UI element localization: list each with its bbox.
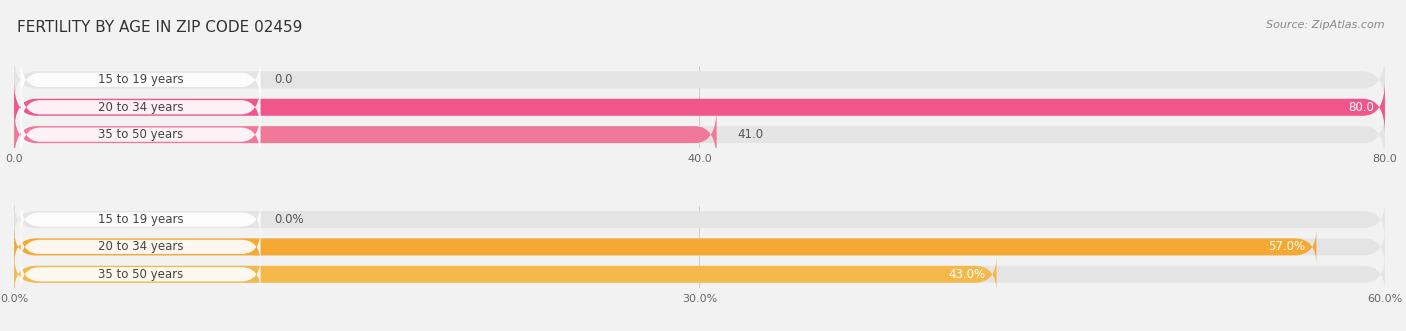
Text: 20 to 34 years: 20 to 34 years — [98, 101, 183, 114]
FancyBboxPatch shape — [14, 229, 1385, 265]
FancyBboxPatch shape — [14, 108, 717, 161]
Text: Source: ZipAtlas.com: Source: ZipAtlas.com — [1267, 20, 1385, 30]
FancyBboxPatch shape — [21, 56, 260, 104]
FancyBboxPatch shape — [14, 108, 1385, 161]
Text: 15 to 19 years: 15 to 19 years — [98, 213, 183, 226]
FancyBboxPatch shape — [14, 202, 1385, 237]
Text: 41.0: 41.0 — [737, 128, 763, 141]
Text: 35 to 50 years: 35 to 50 years — [98, 268, 183, 281]
FancyBboxPatch shape — [14, 229, 1316, 265]
FancyBboxPatch shape — [14, 81, 1385, 134]
Text: 57.0%: 57.0% — [1268, 240, 1305, 254]
FancyBboxPatch shape — [21, 83, 260, 132]
FancyBboxPatch shape — [21, 203, 260, 236]
Text: 15 to 19 years: 15 to 19 years — [98, 73, 183, 86]
Text: 80.0: 80.0 — [1348, 101, 1374, 114]
Text: 43.0%: 43.0% — [949, 268, 986, 281]
FancyBboxPatch shape — [14, 257, 1385, 292]
Text: 20 to 34 years: 20 to 34 years — [98, 240, 183, 254]
Text: 35 to 50 years: 35 to 50 years — [98, 128, 183, 141]
Text: FERTILITY BY AGE IN ZIP CODE 02459: FERTILITY BY AGE IN ZIP CODE 02459 — [17, 20, 302, 35]
Text: 0.0: 0.0 — [274, 73, 292, 86]
FancyBboxPatch shape — [21, 258, 260, 291]
FancyBboxPatch shape — [14, 257, 997, 292]
FancyBboxPatch shape — [21, 110, 260, 159]
FancyBboxPatch shape — [14, 81, 1385, 134]
Text: 0.0%: 0.0% — [274, 213, 304, 226]
FancyBboxPatch shape — [14, 53, 1385, 107]
FancyBboxPatch shape — [21, 230, 260, 263]
